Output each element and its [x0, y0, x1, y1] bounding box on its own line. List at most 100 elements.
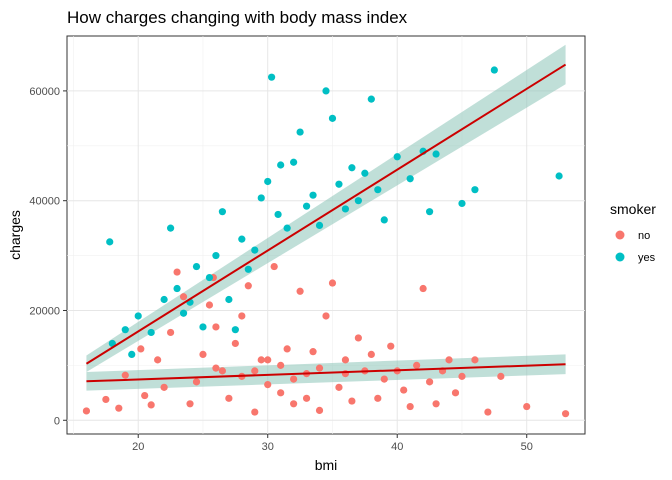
legend: smoker no yes: [610, 201, 656, 264]
data-point-yes: [290, 158, 298, 166]
data-point-yes: [432, 150, 440, 158]
data-point-yes: [199, 323, 207, 331]
data-point-no: [173, 268, 181, 276]
data-point-yes: [458, 199, 466, 208]
data-point-no: [283, 345, 291, 353]
data-point-no: [277, 389, 285, 397]
data-point-no: [264, 380, 272, 389]
data-point-yes: [128, 350, 136, 358]
data-point-no: [413, 361, 421, 369]
data-point-yes: [490, 66, 498, 74]
data-point-no: [432, 400, 440, 408]
y-tick-label: 40000: [29, 196, 60, 208]
data-point-no: [82, 407, 91, 415]
data-point-no: [322, 312, 330, 320]
data-point-no: [251, 408, 259, 416]
data-point-no: [419, 284, 427, 293]
data-point-no: [406, 402, 414, 411]
legend-title: smoker: [610, 201, 656, 217]
data-point-yes: [257, 194, 265, 202]
data-point-yes: [354, 197, 362, 205]
x-tick-label: 20: [132, 441, 144, 453]
data-point-yes: [160, 295, 168, 304]
data-point-no: [167, 328, 175, 337]
data-point-no: [445, 356, 453, 364]
data-point-no: [186, 400, 194, 408]
data-point-no: [484, 408, 492, 416]
data-point-yes: [283, 224, 291, 232]
data-point-no: [335, 383, 343, 391]
trend-line-yes: [85, 63, 567, 365]
data-point-yes: [274, 210, 282, 219]
data-point-no: [137, 345, 145, 353]
data-point-no: [212, 364, 220, 372]
data-point-yes: [179, 309, 188, 317]
data-point-no: [218, 367, 226, 375]
data-point-no: [141, 391, 149, 400]
data-point-yes: [244, 265, 252, 273]
data-point-no: [458, 372, 466, 380]
data-point-yes: [277, 161, 285, 169]
data-point-no: [309, 348, 317, 356]
data-point-yes: [264, 177, 272, 186]
x-axis-title: bmi: [315, 457, 338, 473]
data-point-no: [102, 395, 110, 404]
data-point-no: [290, 375, 298, 383]
data-point-yes: [348, 164, 356, 172]
data-point-yes: [380, 216, 388, 224]
grid-lines: [67, 36, 585, 434]
confidence-band-yes: [86, 44, 566, 372]
data-point-no: [561, 410, 570, 418]
legend-swatch-yes: [615, 252, 625, 262]
data-point-no: [367, 350, 375, 358]
data-point-yes: [268, 73, 276, 81]
data-point-no: [328, 279, 337, 287]
data-point-yes: [302, 202, 311, 210]
data-point-no: [121, 371, 129, 379]
data-point-yes: [231, 326, 239, 334]
data-point-yes: [406, 175, 414, 183]
data-point-yes: [328, 114, 337, 122]
data-point-yes: [121, 326, 129, 334]
data-point-no: [400, 386, 408, 394]
data-point-no: [380, 375, 388, 383]
data-point-no: [374, 394, 382, 402]
data-point-yes: [426, 208, 434, 216]
data-point-yes: [361, 169, 369, 177]
data-point-no: [471, 356, 479, 364]
y-tick-label: 60000: [29, 86, 60, 98]
data-point-no: [497, 372, 505, 380]
data-point-no: [523, 402, 531, 411]
data-point-yes: [108, 339, 116, 348]
axis-ticks: 20 30 40 50 0 20000 40000 60000: [29, 86, 532, 453]
data-point-yes: [192, 262, 201, 271]
data-points: [82, 66, 570, 418]
data-point-no: [115, 404, 123, 412]
data-point-no: [290, 400, 298, 408]
data-point-no: [451, 389, 460, 397]
data-point-yes: [374, 186, 382, 194]
data-point-no: [179, 293, 188, 301]
data-point-yes: [106, 238, 114, 246]
chart-title: How charges changing with body mass inde…: [67, 8, 408, 27]
data-point-no: [296, 287, 304, 295]
data-point-no: [264, 356, 272, 364]
trend-lines: [85, 63, 567, 383]
data-point-yes: [212, 251, 220, 260]
x-tick-label: 40: [391, 441, 403, 453]
data-point-no: [160, 383, 168, 391]
data-point-yes: [471, 186, 479, 194]
x-tick-label: 30: [262, 441, 274, 453]
data-point-no: [315, 406, 324, 414]
data-point-no: [277, 361, 285, 369]
data-point-no: [348, 397, 356, 405]
data-point-no: [147, 401, 155, 409]
data-point-yes: [238, 235, 246, 243]
data-point-no: [244, 282, 252, 290]
data-point-no: [154, 356, 162, 364]
data-point-no: [302, 394, 311, 402]
data-point-yes: [167, 224, 175, 232]
data-point-yes: [367, 95, 375, 103]
data-point-no: [341, 356, 350, 364]
data-point-no: [231, 339, 239, 348]
